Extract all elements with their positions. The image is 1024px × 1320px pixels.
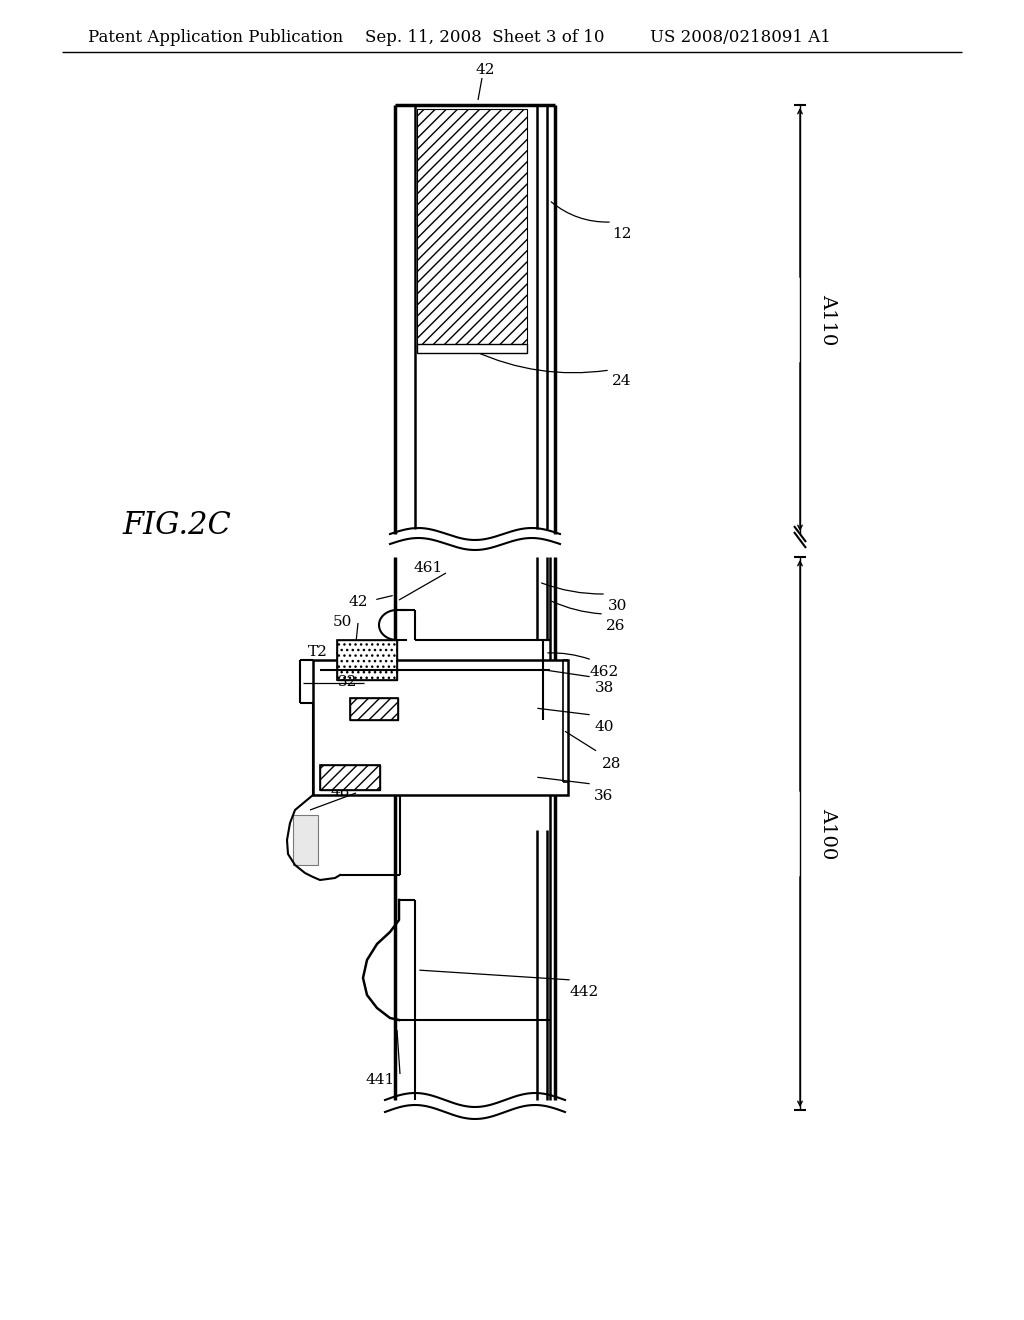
Bar <box>319 766 380 789</box>
Text: 42: 42 <box>475 63 495 77</box>
Bar <box>350 698 398 719</box>
Text: 12: 12 <box>612 227 632 242</box>
Text: 36: 36 <box>594 789 613 803</box>
Text: 442: 442 <box>569 985 599 999</box>
Bar <box>313 660 568 795</box>
Bar <box>417 110 527 345</box>
Text: 24: 24 <box>612 374 632 388</box>
Text: 30: 30 <box>608 599 628 612</box>
Text: 40: 40 <box>594 719 613 734</box>
Text: 462: 462 <box>590 665 618 678</box>
Text: FIG.2C: FIG.2C <box>122 510 230 540</box>
Bar <box>417 345 527 352</box>
Text: Sep. 11, 2008  Sheet 3 of 10: Sep. 11, 2008 Sheet 3 of 10 <box>365 29 604 46</box>
Text: T2: T2 <box>308 645 328 659</box>
Text: 32: 32 <box>338 675 357 689</box>
Text: 441: 441 <box>366 1073 394 1086</box>
Text: A100: A100 <box>819 808 837 859</box>
Text: US 2008/0218091 A1: US 2008/0218091 A1 <box>650 29 830 46</box>
Text: 38: 38 <box>594 681 613 696</box>
Text: A110: A110 <box>819 294 837 346</box>
Text: 42: 42 <box>348 595 368 609</box>
Bar <box>350 698 398 719</box>
Text: 26: 26 <box>606 619 626 634</box>
Bar <box>337 640 397 680</box>
Bar <box>293 814 318 865</box>
Text: 50: 50 <box>333 615 351 630</box>
Text: 461: 461 <box>414 561 442 576</box>
Text: 28: 28 <box>602 756 622 771</box>
Bar <box>337 640 397 680</box>
Text: 48: 48 <box>331 785 349 799</box>
Bar <box>319 766 380 789</box>
Text: Patent Application Publication: Patent Application Publication <box>88 29 343 46</box>
